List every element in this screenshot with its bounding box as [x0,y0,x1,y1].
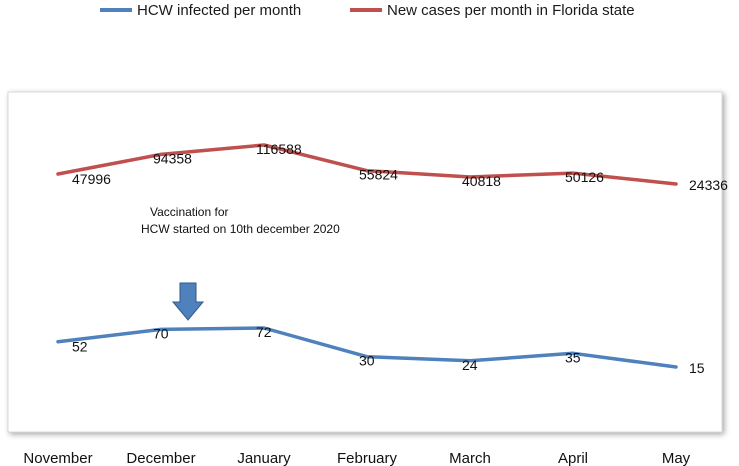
data-label-hcw-may: 15 [689,360,705,376]
x-axis-tick-labels: November December January February March Apri… [23,450,690,466]
data-label-florida-january: 116588 [256,141,302,157]
annotation-line-1: Vaccination for [150,205,229,219]
x-tick-may: May [662,450,691,466]
series-line-hcw [56,326,678,369]
data-label-hcw-december: 70 [153,325,169,341]
data-label-hcw-january: 72 [256,324,272,340]
legend-label-florida: New cases per month in Florida state [387,2,635,19]
annotation-line-2: HCW started on 10th december 2020 [141,222,340,236]
data-labels-florida: 47996 94358 116588 55824 40818 50126 24336 [72,141,728,193]
down-arrow-icon [171,282,205,321]
x-tick-february: February [337,450,398,466]
data-label-florida-february: 55824 [359,167,398,183]
x-tick-march: March [449,450,491,466]
data-label-florida-march: 40818 [462,173,501,189]
data-label-hcw-march: 24 [462,357,478,373]
data-labels-hcw: 52 70 72 30 24 35 15 [72,324,705,376]
data-label-hcw-february: 30 [359,353,375,369]
x-tick-december: December [126,450,195,466]
series-line-florida [56,143,678,186]
data-label-florida-november: 47996 [72,171,111,187]
data-label-hcw-april: 35 [565,349,581,365]
legend: HCW infected per month New cases per mon… [100,2,635,19]
data-label-hcw-november: 52 [72,339,88,355]
x-tick-november: November [23,450,92,466]
plot-area [7,91,723,433]
data-label-florida-may: 24336 [689,177,728,193]
x-tick-april: April [558,450,588,466]
data-label-florida-april: 50126 [565,169,604,185]
x-tick-january: January [237,450,291,466]
legend-label-hcw: HCW infected per month [137,2,301,19]
data-label-florida-december: 94358 [153,150,192,166]
